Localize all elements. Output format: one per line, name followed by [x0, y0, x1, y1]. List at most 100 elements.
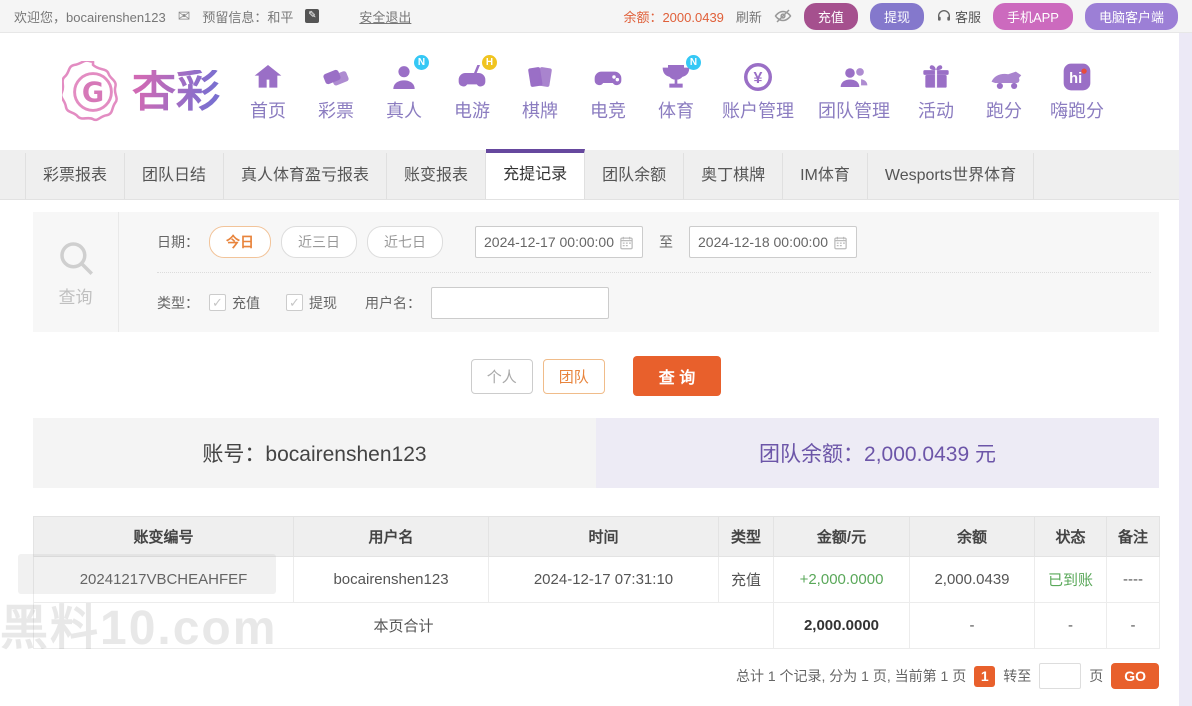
- type-deposit-checkbox[interactable]: ✓ 充值: [209, 293, 260, 313]
- tab-lottery-report[interactable]: 彩票报表: [25, 153, 126, 199]
- cell-balance: 2,000.0439: [909, 556, 1035, 603]
- pagination-summary: 总计 1 个记录, 分为 1 页, 当前第 1 页: [735, 668, 967, 684]
- welcome-text: 欢迎您，bocairenshen123: [14, 9, 166, 25]
- cell-status: 已到账: [1034, 556, 1107, 603]
- table-header-row: 账变编号 用户名 时间 类型 金额/元 余额 状态 备注: [33, 516, 1160, 557]
- page-unit-label: 页: [1089, 668, 1104, 684]
- balance-text: 余额：2000.0439: [623, 9, 724, 25]
- logout-link[interactable]: 安全退出: [359, 9, 412, 25]
- mobile-app-button[interactable]: 手机APP: [992, 2, 1073, 30]
- col-time: 时间: [488, 516, 719, 557]
- summary-label: 本页合计: [33, 602, 774, 649]
- range-today-button[interactable]: 今日: [209, 226, 271, 258]
- pc-client-button[interactable]: 电脑客户端: [1084, 2, 1178, 30]
- checkbox-icon: ✓: [209, 294, 226, 311]
- summary-remark: -: [1106, 602, 1160, 649]
- col-type: 类型: [718, 516, 774, 557]
- current-page-button[interactable]: 1: [974, 665, 996, 687]
- report-tabs: 彩票报表 团队日结 真人体育盈亏报表 账变报表 充提记录 团队余额 奥丁棋牌 I…: [0, 149, 1192, 200]
- paofen-icon: [988, 61, 1022, 93]
- new-badge: N: [686, 54, 701, 70]
- sports-icon: N: [660, 54, 701, 93]
- nav-item-paofen[interactable]: 跑分: [982, 61, 1026, 123]
- nav-item-account-mgmt[interactable]: ¥ 账户管理: [722, 61, 794, 123]
- cell-type: 充值: [718, 556, 774, 603]
- site-logo[interactable]: G 杏彩: [62, 60, 220, 123]
- action-buttons: 个人 团队 查 询: [33, 356, 1159, 396]
- summary-balance: -: [909, 602, 1035, 649]
- goto-page-input[interactable]: [1039, 663, 1082, 689]
- range-3days-button[interactable]: 近三日: [281, 226, 357, 258]
- cell-remark: ----: [1106, 556, 1160, 603]
- col-remark: 备注: [1106, 516, 1160, 557]
- esports-icon: [592, 61, 624, 93]
- refresh-link[interactable]: 刷新: [735, 9, 762, 25]
- col-change-id: 账变编号: [33, 516, 294, 557]
- edit-icon[interactable]: ✎: [305, 9, 320, 23]
- hi-paofen-icon: hi: [1061, 61, 1093, 93]
- top-account-bar: 欢迎您，bocairenshen123 ✉ 预留信息：和平 ✎ 安全退出 余额：…: [0, 0, 1192, 33]
- hide-balance-icon[interactable]: [774, 7, 792, 25]
- col-status: 状态: [1034, 516, 1107, 557]
- logo-text: 杏彩: [132, 66, 220, 116]
- cards-icon: [524, 61, 556, 93]
- type-label: 类型：: [157, 294, 199, 311]
- hot-badge: H: [482, 54, 497, 70]
- summary-amount: 2,000.0000: [773, 602, 910, 649]
- personal-button[interactable]: 个人: [470, 358, 533, 394]
- account-icon: ¥: [742, 61, 774, 93]
- deposit-button[interactable]: 充值: [803, 2, 858, 30]
- date-from-input[interactable]: 2024-12-17 00:00:00: [475, 226, 643, 258]
- range-7days-button[interactable]: 近七日: [367, 226, 443, 258]
- col-balance: 余额: [909, 516, 1035, 557]
- nav-item-team-mgmt[interactable]: 团队管理: [818, 61, 890, 123]
- service-label: 客服: [954, 9, 981, 25]
- nav-item-hi-paofen[interactable]: hi 嗨跑分: [1050, 61, 1104, 123]
- go-button[interactable]: GO: [1111, 663, 1159, 689]
- svg-text:hi: hi: [1069, 71, 1082, 87]
- nav-item-live-casino[interactable]: N 真人: [382, 54, 429, 123]
- summary-status: -: [1034, 602, 1107, 649]
- new-badge: N: [414, 54, 429, 70]
- query-side-label: 查询: [33, 212, 119, 332]
- checkbox-icon: ✓: [286, 294, 303, 311]
- account-summary-strip: 账号：bocairenshen123 团队余额：2,000.0439 元: [33, 418, 1159, 488]
- home-icon: [252, 61, 284, 93]
- tab-wesports[interactable]: Wesports世界体育: [867, 153, 1035, 199]
- team-icon: [838, 61, 870, 93]
- type-withdraw-checkbox[interactable]: ✓ 提现: [286, 293, 337, 313]
- tab-odin-cards[interactable]: 奥丁棋牌: [684, 153, 784, 199]
- message-icon[interactable]: ✉: [177, 8, 191, 25]
- tab-live-sports-pl[interactable]: 真人体育盈亏报表: [224, 153, 388, 199]
- customer-service[interactable]: 客服: [936, 7, 981, 26]
- goto-label: 转至: [1003, 668, 1032, 684]
- team-button[interactable]: 团队: [542, 358, 605, 394]
- cell-change-id: 20241217VBCHEAHFEF: [33, 556, 294, 603]
- lottery-icon: [320, 61, 352, 93]
- query-button[interactable]: 查 询: [632, 356, 722, 396]
- username-input[interactable]: [431, 286, 609, 319]
- pagination: 总计 1 个记录, 分为 1 页, 当前第 1 页 1 转至 页 GO: [33, 663, 1159, 689]
- nav-item-cards[interactable]: 棋牌: [518, 61, 562, 123]
- nav-item-promotions[interactable]: 活动: [914, 61, 958, 123]
- logo-flower-icon: G: [62, 60, 118, 121]
- tab-deposit-withdraw-records[interactable]: 充提记录: [486, 149, 586, 199]
- account-name: 账号：bocairenshen123: [33, 418, 596, 488]
- nav-item-slots[interactable]: H 电游: [450, 54, 497, 123]
- tab-team-daily[interactable]: 团队日结: [125, 153, 225, 199]
- withdraw-button[interactable]: 提现: [869, 2, 924, 30]
- nav-item-home[interactable]: 首页: [246, 61, 290, 123]
- date-filter-row: 日期： 今日 近三日 近七日 2024-12-17 00:00:00 至 202…: [157, 212, 1151, 272]
- nav-item-esports[interactable]: 电竞: [586, 61, 630, 123]
- tab-account-change[interactable]: 账变报表: [387, 153, 487, 199]
- nav-item-lottery[interactable]: 彩票: [314, 61, 358, 123]
- tab-im-sports[interactable]: IM体育: [783, 153, 868, 199]
- filter-panel: 查询 日期： 今日 近三日 近七日 2024-12-17 00:00:00 至 …: [33, 212, 1159, 332]
- tab-team-balance[interactable]: 团队余额: [585, 153, 685, 199]
- date-to-input[interactable]: 2024-12-18 00:00:00: [689, 226, 857, 258]
- col-amount: 金额/元: [773, 516, 910, 557]
- nav-item-sports[interactable]: N 体育: [654, 54, 701, 123]
- records-table-wrap: 账变编号 用户名 时间 类型 金额/元 余额 状态 备注 20241217VBC…: [33, 516, 1160, 649]
- type-filter-row: 类型： ✓ 充值 ✓ 提现 用户名：: [157, 272, 1151, 332]
- calendar-icon: [834, 236, 847, 249]
